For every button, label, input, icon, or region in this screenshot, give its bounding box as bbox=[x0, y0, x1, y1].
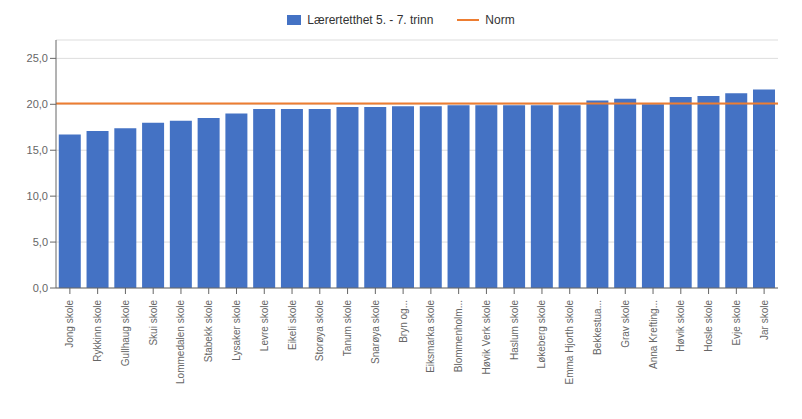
svg-text:5,0: 5,0 bbox=[33, 236, 48, 248]
svg-text:Lysaker skole: Lysaker skole bbox=[231, 300, 242, 361]
svg-text:Hosle skole: Hosle skole bbox=[703, 300, 714, 352]
svg-text:Skui skole: Skui skole bbox=[148, 300, 159, 346]
svg-text:0,0: 0,0 bbox=[33, 282, 48, 294]
svg-text:Jar skole: Jar skole bbox=[759, 300, 770, 340]
svg-text:Stabekk skole: Stabekk skole bbox=[203, 300, 214, 363]
svg-text:Høvik skole: Høvik skole bbox=[675, 300, 686, 352]
svg-text:Bekkestua...: Bekkestua... bbox=[592, 300, 603, 355]
svg-text:Haslum skole: Haslum skole bbox=[509, 300, 520, 360]
svg-text:15,0: 15,0 bbox=[27, 144, 48, 156]
svg-text:Evje skole: Evje skole bbox=[731, 300, 742, 346]
svg-text:Eiksmarka skole: Eiksmarka skole bbox=[425, 300, 436, 373]
svg-text:Tanum skole: Tanum skole bbox=[342, 300, 353, 357]
svg-text:10,0: 10,0 bbox=[27, 190, 48, 202]
svg-text:Blommenholm...: Blommenholm... bbox=[453, 300, 464, 372]
svg-text:Rykkinn skole: Rykkinn skole bbox=[92, 300, 103, 362]
svg-text:Gullhaug skole: Gullhaug skole bbox=[120, 300, 131, 367]
svg-text:Storøya skole: Storøya skole bbox=[314, 300, 325, 362]
svg-text:Løkeberg skole: Løkeberg skole bbox=[536, 300, 547, 369]
svg-text:Snarøya skole: Snarøya skole bbox=[370, 300, 381, 364]
svg-text:Grav skole: Grav skole bbox=[620, 300, 631, 348]
svg-text:25,0: 25,0 bbox=[27, 52, 48, 64]
svg-text:20,0: 20,0 bbox=[27, 98, 48, 110]
svg-text:Emma Hjorth skole: Emma Hjorth skole bbox=[564, 300, 575, 385]
svg-text:Eikeli skole: Eikeli skole bbox=[287, 300, 298, 350]
svg-text:Høvik Verk skole: Høvik Verk skole bbox=[481, 300, 492, 375]
svg-text:Levre skole: Levre skole bbox=[259, 300, 270, 352]
html-text:Lærertetthet 5. - 7. trinn: Lærertetthet 5. - 7. trinn bbox=[307, 13, 434, 27]
svg-text:Bryn og...: Bryn og... bbox=[398, 300, 409, 343]
html-text:Norm: Norm bbox=[485, 13, 515, 27]
svg-text:Lommedalen skole: Lommedalen skole bbox=[175, 300, 186, 384]
svg-text:Anna Krefting...: Anna Krefting... bbox=[648, 300, 659, 369]
svg-text:Jong skole: Jong skole bbox=[64, 300, 75, 348]
